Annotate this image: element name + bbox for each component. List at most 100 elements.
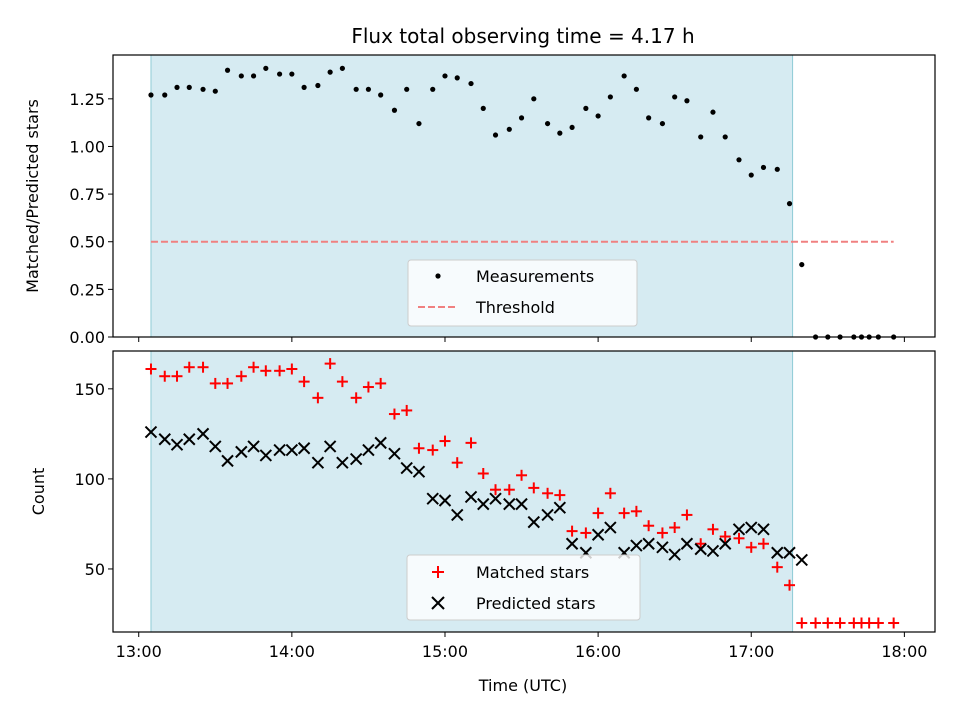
bottom-plot-frame (112, 350, 936, 633)
matched-star-point (554, 489, 566, 501)
predicted-star-point (527, 515, 541, 529)
top-legend-box (407, 259, 638, 327)
measurement-point (760, 164, 767, 171)
matched-star-point (324, 358, 336, 370)
x-tick-label: 13:00 (116, 642, 162, 661)
predicted-star-point (771, 546, 784, 559)
predicted-star-point (285, 443, 299, 457)
measurement-point (442, 73, 448, 79)
predicted-star-point (604, 521, 617, 534)
measurement-point (595, 113, 601, 119)
measurement-point (774, 166, 780, 172)
legend-measurements-label: Measurements (476, 267, 594, 286)
measurement-point (684, 98, 690, 104)
predicted-star-point (412, 465, 426, 478)
chart-title: Flux total observing time = 4.17 h (351, 24, 694, 48)
measurement-point (263, 65, 269, 71)
measurement-point (365, 86, 372, 92)
measurement-point (289, 71, 295, 77)
matched-star-point (695, 538, 707, 550)
predicted-star-point (656, 541, 669, 554)
matched-star-point (784, 579, 796, 591)
measurement-point (722, 134, 728, 140)
matched-star-point (656, 527, 668, 539)
matched-star-point (745, 541, 757, 553)
y-tick-label: 0.75 (69, 185, 105, 204)
matched-star-point (197, 361, 209, 373)
matched-star-point (733, 532, 745, 544)
matched-star-point (274, 365, 286, 377)
measurement-point (301, 84, 307, 90)
predicted-star-point (374, 436, 387, 450)
measurement-point (468, 80, 474, 87)
measurement-point (748, 172, 754, 178)
predicted-star-point (170, 438, 184, 451)
measurement-point (454, 75, 460, 81)
matched-star-point (375, 377, 387, 389)
measurement-point (148, 92, 154, 98)
measurement-point (557, 130, 563, 136)
measurement-point (277, 71, 283, 77)
top-legend: Measurements Threshold (407, 259, 638, 327)
matched-star-point (145, 363, 157, 375)
measurement-point (583, 105, 589, 111)
measurement-point (736, 157, 742, 163)
predicted-star-point (400, 461, 413, 475)
y-tick-label: 0.00 (69, 328, 105, 347)
measurement-point (659, 120, 666, 127)
predicted-star-point (183, 433, 196, 446)
y-tick-label: 150 (74, 380, 105, 399)
legend-matched-label: Matched stars (476, 563, 589, 582)
measurement-point (224, 67, 231, 73)
y-tick-label: 0.50 (69, 233, 105, 252)
matched-star-point (757, 538, 769, 550)
matched-star-point (235, 370, 247, 382)
matched-star-point (643, 520, 655, 532)
predicted-star-point (438, 494, 452, 507)
matched-star-point (516, 469, 528, 481)
measurement-point (544, 120, 551, 127)
x-tick-label: 15:00 (422, 642, 468, 661)
matched-star-point (834, 617, 846, 629)
matched-star-point (490, 484, 502, 496)
predicted-star-point (757, 523, 770, 536)
predicted-star-point (323, 440, 337, 453)
matched-star-point (171, 370, 183, 382)
matched-star-point (719, 531, 731, 543)
predicted-star-point (336, 456, 349, 469)
predicted-star-point (553, 501, 567, 514)
predicted-star-point (706, 544, 720, 558)
matched-star-point (388, 408, 400, 420)
measurement-point (633, 86, 639, 92)
predicted-star-point (158, 433, 171, 446)
matched-star-point (209, 377, 221, 389)
predicted-star-point (388, 447, 401, 460)
matched-star-point (159, 370, 171, 382)
predicted-star-point (668, 548, 681, 561)
measurement-point (339, 65, 345, 71)
matched-star-point (260, 365, 272, 377)
legend-predicted-marker (431, 596, 445, 610)
legend-predicted-label: Predicted stars (476, 594, 596, 613)
matched-star-point (298, 376, 310, 388)
y-tick-label: 100 (74, 470, 105, 489)
matched-star-point (401, 404, 413, 416)
matched-star-point (618, 507, 630, 519)
measurement-point (710, 109, 716, 115)
matched-star-point (604, 487, 616, 499)
matched-star-point (451, 457, 463, 469)
matched-star-point (183, 361, 195, 373)
matched-star-point (872, 617, 884, 629)
matched-star-point (427, 444, 439, 456)
measurement-point (646, 115, 652, 121)
matched-star-point (580, 527, 592, 539)
measurement-point (416, 120, 422, 127)
predicted-star-point (464, 490, 478, 504)
legend-measurements-marker (435, 273, 441, 279)
predicted-star-point (515, 497, 528, 511)
predicted-star-point (259, 449, 273, 462)
x-tick-label: 17:00 (728, 642, 774, 661)
top-y-axis-label: Matched/Predicted stars (23, 99, 42, 293)
predicted-star-point (630, 539, 643, 552)
